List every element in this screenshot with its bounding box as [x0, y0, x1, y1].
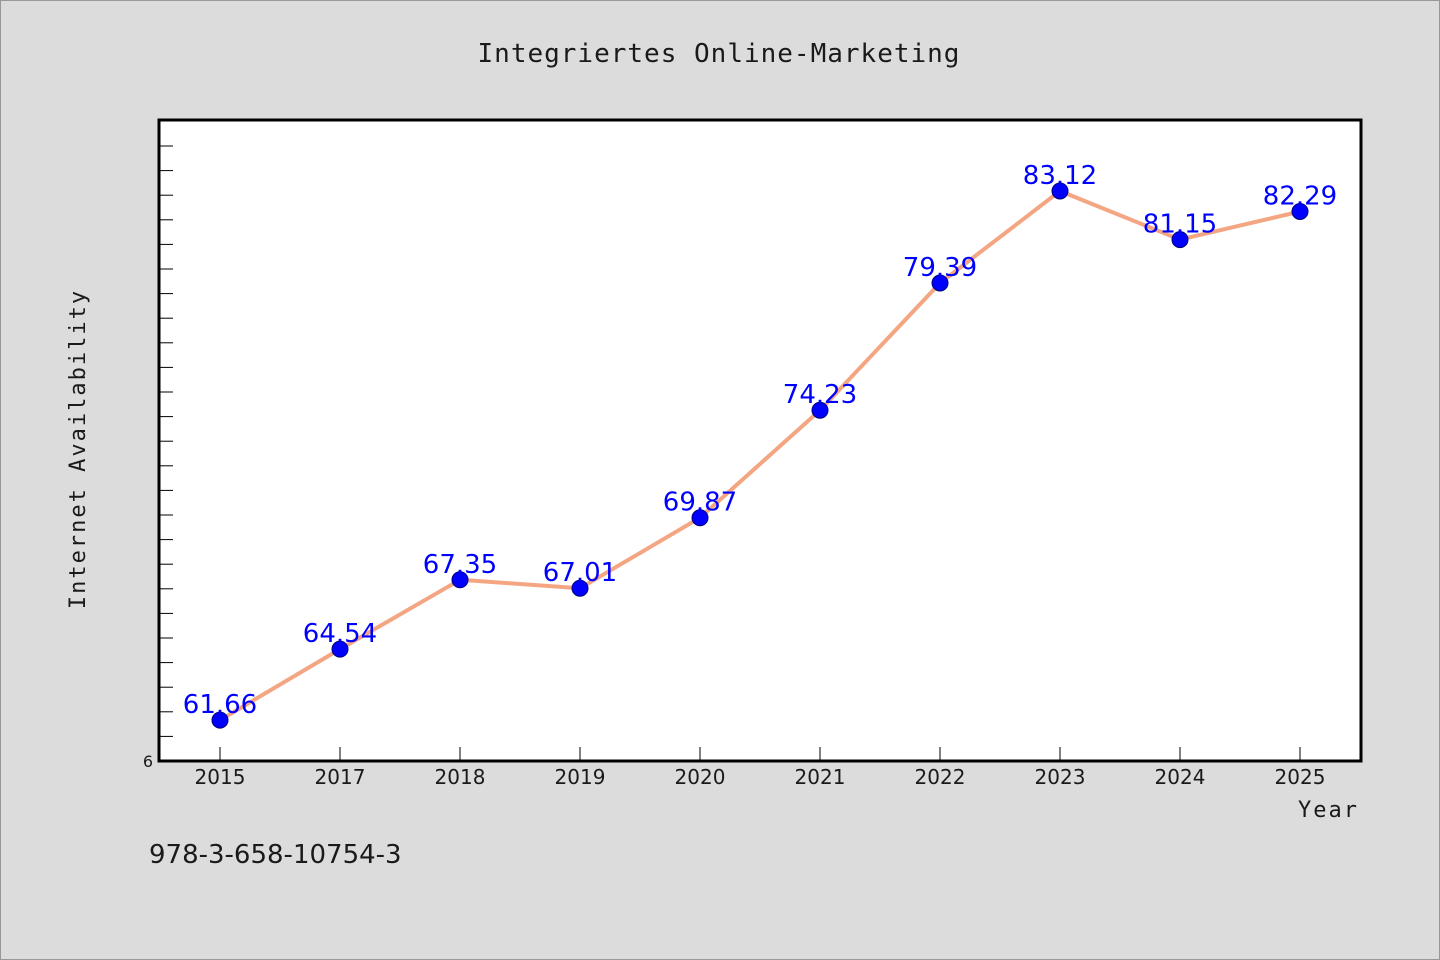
x-tick-label: 2017	[315, 765, 366, 789]
data-label: 74.23	[783, 380, 857, 410]
data-point	[691, 509, 709, 527]
data-label: 69.87	[663, 488, 737, 518]
y-axis-ticks: 6	[143, 145, 173, 771]
x-tick-label: 2025	[1275, 765, 1326, 789]
x-tick-label: 2022	[915, 765, 966, 789]
data-label: 64.54	[303, 619, 377, 649]
data-point	[1291, 203, 1309, 220]
marker-layer	[211, 182, 1309, 729]
data-point	[451, 571, 469, 589]
x-tick-label: 2020	[675, 765, 726, 789]
data-point	[211, 711, 229, 729]
isbn-label: 978-3-658-10754-3	[149, 840, 402, 870]
data-label: 67.01	[543, 558, 617, 588]
x-tick-label: 2018	[435, 765, 486, 789]
data-label: 61.66	[183, 690, 257, 720]
data-point	[1171, 231, 1189, 249]
x-tick-label: 2021	[795, 765, 846, 789]
data-label: 81.15	[1143, 210, 1217, 240]
data-point	[1051, 182, 1069, 200]
data-label: 83.12	[1023, 161, 1097, 191]
data-point	[931, 274, 949, 292]
data-label-layer: 61.66 64.54 67.35 67.01 69.87 74.23 79.39 83.12…	[183, 161, 1337, 720]
chart-title: Integriertes Online-Marketing	[478, 39, 961, 69]
x-axis-label: Year	[1298, 798, 1359, 823]
plot-area	[157, 118, 1363, 763]
data-label: 79.39	[903, 253, 977, 283]
x-tick-label: 2024	[1155, 765, 1206, 789]
x-tick-label: 2019	[555, 765, 606, 789]
y-axis-label: Internet Availability	[66, 289, 91, 609]
data-label: 67.35	[423, 550, 497, 580]
data-point	[331, 640, 349, 658]
series-layer	[218, 189, 1301, 722]
x-tick-label: 2015	[195, 765, 246, 789]
data-label: 82.29	[1263, 182, 1337, 212]
data-point	[811, 401, 829, 419]
x-axis-ticks: 2015 2017 2018 2019 2020 2021 2022 2023 2024 2025	[195, 747, 1326, 789]
data-point	[571, 579, 589, 597]
y-tick-label: 6	[143, 752, 153, 771]
series-line	[218, 189, 1301, 722]
x-tick-label: 2023	[1035, 765, 1086, 789]
